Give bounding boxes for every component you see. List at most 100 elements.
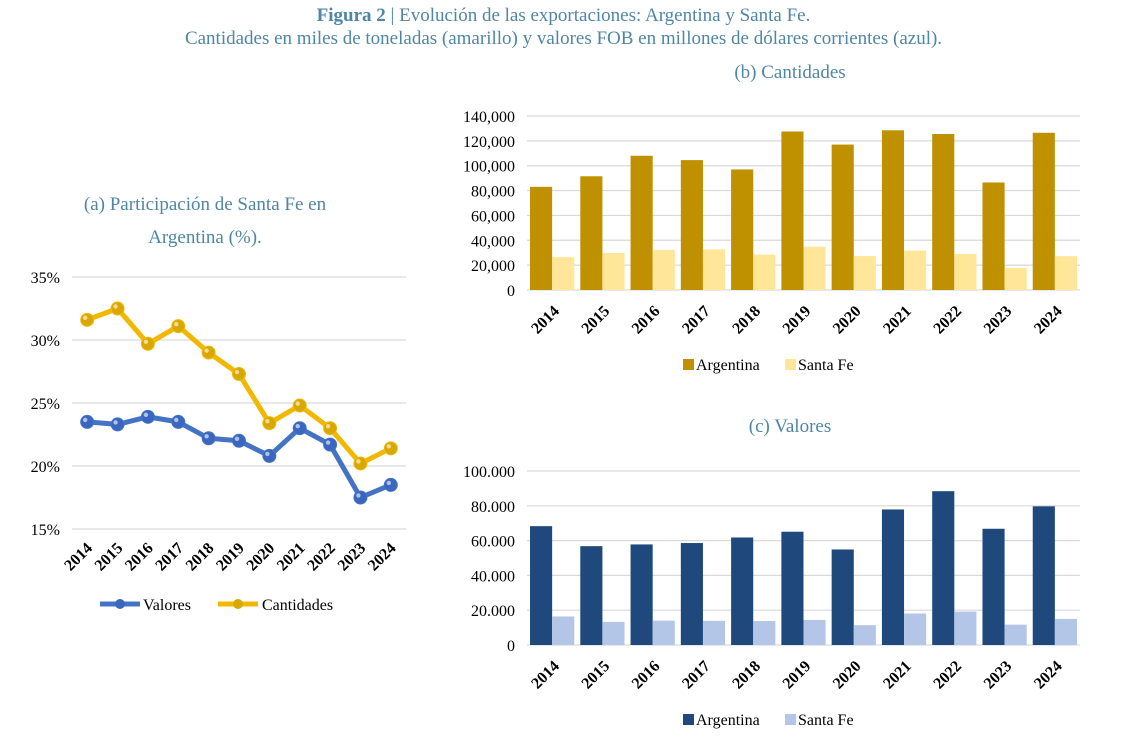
chart-a-title-line1: (a) Participación de Santa Fe en [83, 194, 327, 215]
y-tick-label: 20.000 [471, 603, 515, 620]
bar-santa-fe [753, 620, 776, 645]
bar-argentina [932, 134, 955, 290]
bar-santa-fe [904, 250, 927, 290]
chart-a-title-line2: Argentina (%). [148, 227, 262, 248]
y-tick-label: 100.000 [463, 464, 515, 481]
legend-marker [233, 599, 243, 609]
bar-santa-fe [954, 611, 977, 645]
data-point-highlight [356, 459, 361, 464]
chart-c-title: (c) Valores [748, 416, 832, 437]
bar-santa-fe [853, 256, 876, 290]
bar-argentina [680, 160, 703, 290]
legend-swatch-santa-fe [785, 359, 796, 370]
bar-santa-fe [602, 252, 625, 290]
data-point-highlight [143, 339, 149, 344]
bar-argentina [932, 491, 955, 645]
data-point-highlight [113, 304, 118, 309]
data-point-highlight [265, 418, 270, 424]
chart-a-line: 15%20%25%30%35%2014201520162017201820192… [31, 270, 406, 614]
bar-santa-fe [853, 625, 876, 645]
y-tick-label: 25% [31, 396, 60, 413]
bar-argentina [731, 537, 754, 645]
data-point-highlight [265, 451, 270, 457]
y-tick-label: 20,000 [471, 258, 515, 275]
bar-argentina [530, 526, 553, 645]
bar-santa-fe [552, 257, 575, 290]
bar-santa-fe [904, 613, 927, 645]
bar-santa-fe [1054, 256, 1077, 290]
bar-argentina [680, 543, 703, 645]
legend-swatch-santa-fe [785, 714, 796, 725]
bar-santa-fe [1004, 624, 1027, 645]
x-tick-label: 2020 [830, 658, 865, 693]
bar-argentina [731, 169, 754, 290]
y-tick-label: 40,000 [471, 233, 515, 250]
data-point-highlight [234, 436, 240, 441]
bar-santa-fe [753, 254, 776, 290]
data-point-highlight [82, 417, 88, 423]
bar-argentina [781, 131, 804, 290]
bar-argentina [1032, 506, 1055, 645]
data-point-highlight [356, 493, 361, 498]
legend-marker [115, 599, 125, 609]
data-point-highlight [113, 420, 118, 425]
data-point-highlight [174, 417, 179, 423]
bar-santa-fe [1054, 618, 1077, 645]
chart-b-bar: 0 20,000 40,000 60,000 80,000 100,000 120,000 1… [463, 109, 1080, 374]
figure-title: Figura 2 | Evolución de las exportacione… [0, 4, 1127, 50]
y-tick-label: 0 [507, 638, 515, 655]
y-tick-label: 0 [507, 283, 515, 300]
legend-swatch-argentina [683, 714, 694, 725]
data-point-highlight [295, 401, 300, 406]
bar-santa-fe [552, 616, 575, 645]
bar-argentina [781, 531, 804, 645]
data-point-highlight [295, 424, 300, 429]
bar-argentina [630, 155, 653, 290]
bar-argentina [1032, 132, 1055, 290]
data-point-highlight [143, 412, 149, 418]
data-point-highlight [174, 321, 179, 327]
bar-argentina [580, 176, 603, 290]
y-tick-label: 15% [31, 522, 60, 539]
x-tick-label: 2024 [1031, 658, 1066, 693]
chart-a-title: (a) Participación de Santa Fe en Argenti… [30, 188, 380, 254]
legend-label: Argentina [696, 712, 760, 729]
legend-swatch-argentina [683, 359, 694, 370]
data-point-highlight [204, 348, 209, 353]
y-tick-label: 35% [31, 270, 60, 287]
bar-santa-fe [1004, 268, 1027, 290]
bar-argentina [881, 130, 905, 290]
bar-argentina [630, 544, 653, 645]
x-tick-label: 2015 [579, 658, 614, 693]
figure-title-text: | Evolución de las exportaciones: Argent… [385, 5, 811, 26]
bar-santa-fe [702, 620, 726, 645]
bar-santa-fe [602, 621, 625, 645]
bar-argentina [982, 528, 1005, 645]
y-tick-label: 120,000 [463, 134, 515, 151]
data-point-highlight [386, 480, 392, 486]
data-point-highlight [82, 315, 88, 321]
y-tick-label: 20% [31, 459, 60, 476]
bar-argentina [982, 182, 1005, 290]
data-point-highlight [234, 369, 240, 375]
data-point-highlight [325, 440, 331, 445]
x-tick-label: 2016 [629, 658, 664, 693]
data-point-highlight [204, 434, 209, 439]
legend-label: Cantidades [262, 597, 333, 614]
bar-santa-fe [652, 249, 675, 290]
bar-santa-fe [954, 253, 977, 290]
y-tick-label: 60,000 [471, 208, 515, 225]
y-tick-label: 140,000 [463, 109, 515, 126]
bar-argentina [580, 546, 603, 645]
y-tick-label: 100,000 [463, 159, 515, 176]
x-tick-label: 2021 [880, 658, 915, 693]
data-point-highlight [386, 444, 392, 449]
y-tick-label: 60.000 [471, 534, 515, 551]
y-tick-label: 80.000 [471, 499, 515, 516]
legend-label: Santa Fe [798, 712, 854, 729]
x-tick-label: 2023 [981, 658, 1016, 693]
x-tick-label: 2014 [528, 658, 563, 693]
x-tick-label: 2019 [780, 658, 815, 693]
bar-argentina [881, 509, 905, 645]
